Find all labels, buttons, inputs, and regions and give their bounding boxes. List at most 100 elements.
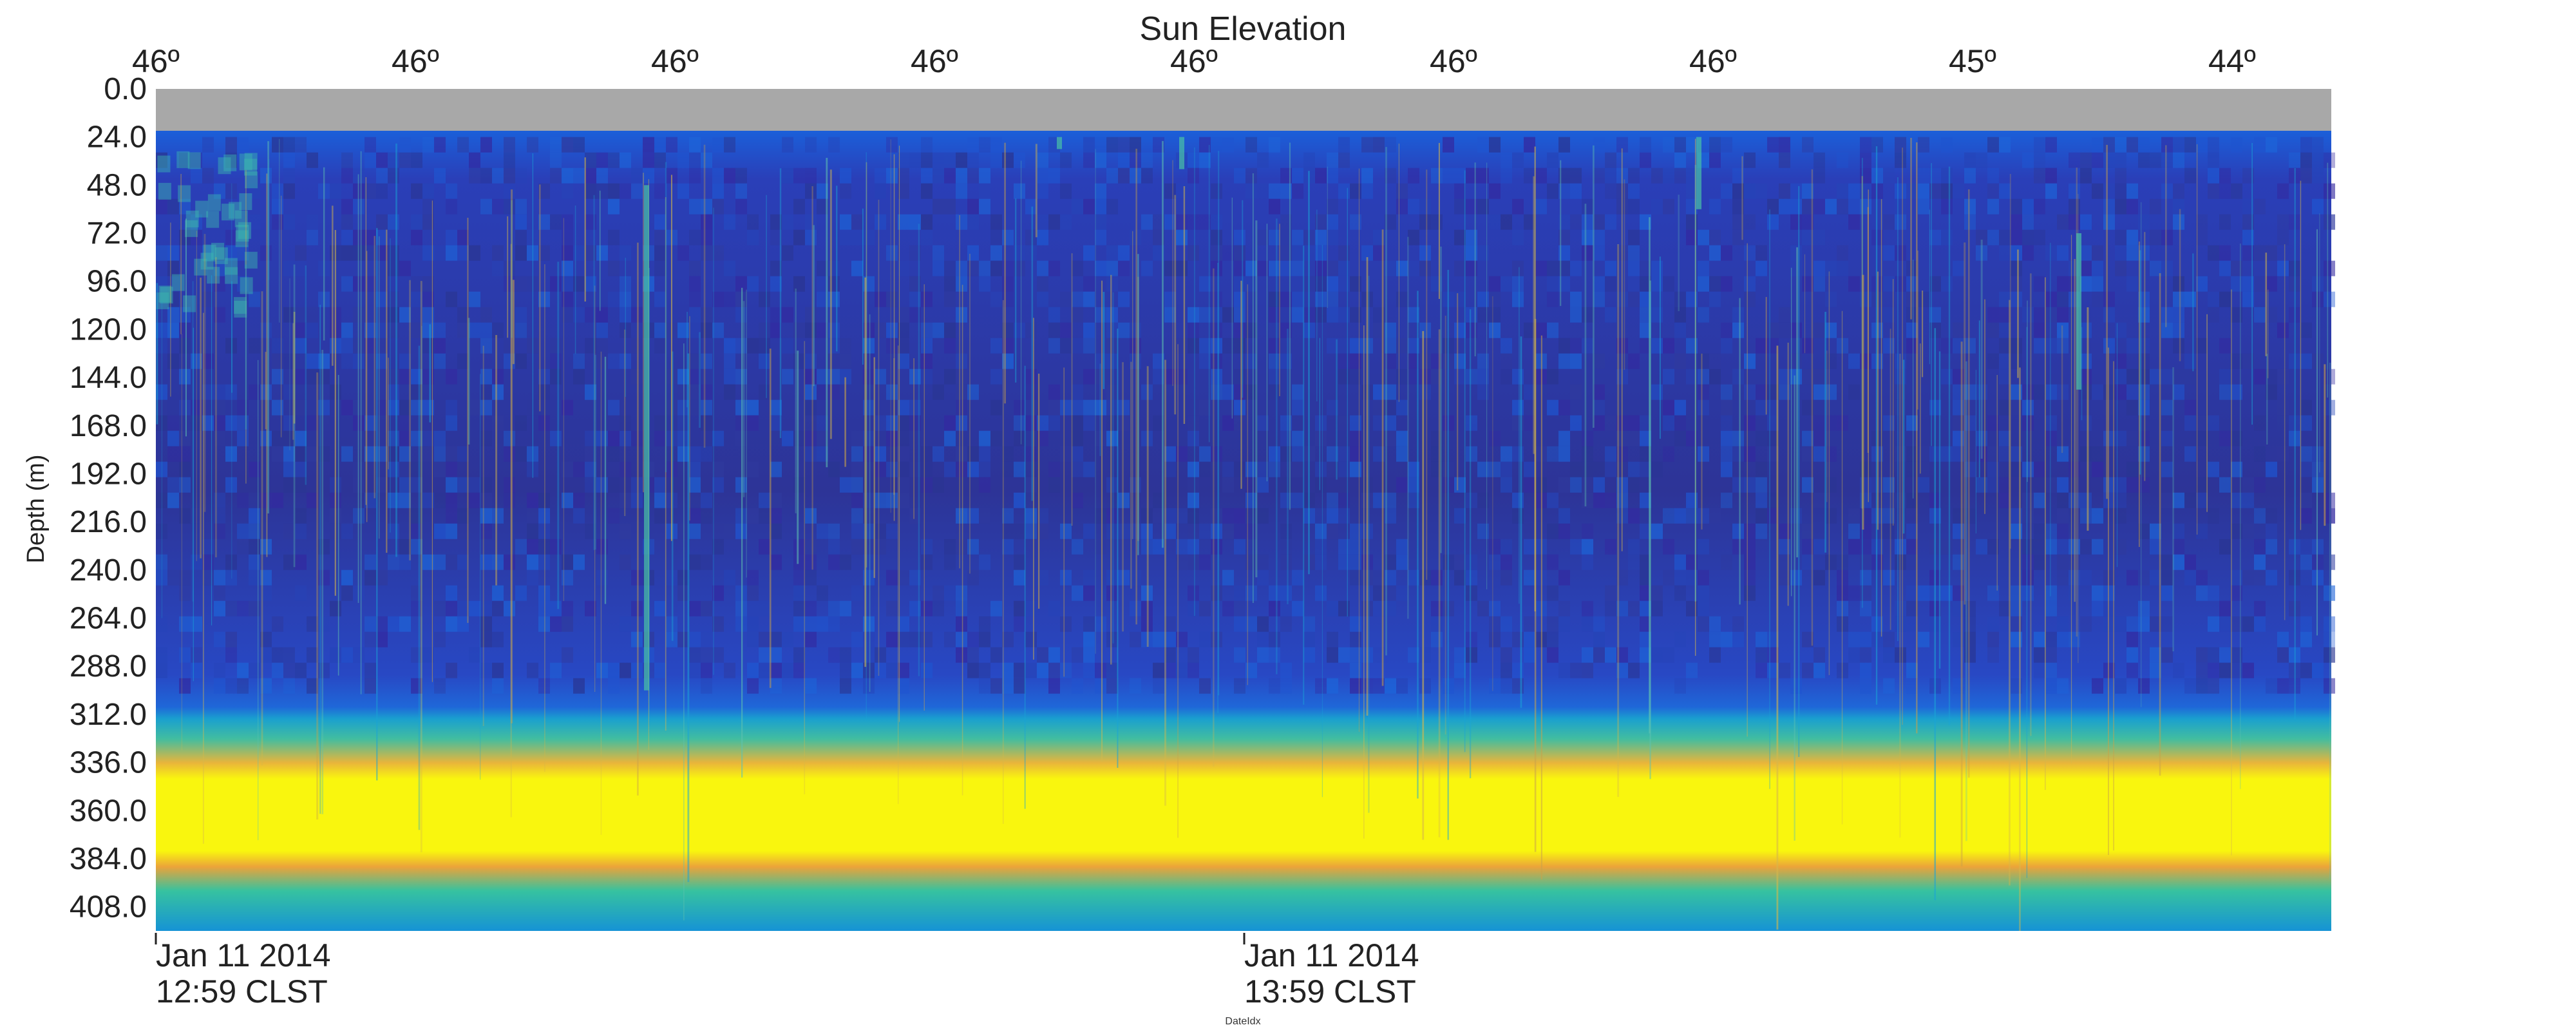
heatmap-cell [1953, 322, 1964, 338]
heatmap-cell [620, 353, 631, 369]
heatmap-cell [1663, 539, 1674, 555]
heatmap-cell [1987, 585, 1999, 601]
heatmap-cell [1628, 539, 1640, 555]
heatmap-cell [2045, 307, 2057, 323]
heatmap-cell [1987, 415, 1999, 431]
heatmap-cell [2115, 369, 2126, 385]
heatmap-cell [538, 384, 550, 400]
heatmap-cell [2300, 152, 2312, 168]
heatmap-cell [1535, 198, 1547, 215]
heatmap-cell [550, 616, 562, 632]
heatmap-cell [295, 662, 307, 678]
heatmap-cell [1987, 198, 1999, 215]
heatmap-cell [840, 678, 851, 694]
heatmap-cell [1048, 477, 1060, 493]
heatmap-cell [840, 554, 851, 570]
heatmap-cell [724, 570, 735, 586]
heatmap-cell [793, 276, 805, 292]
heatmap-cell [2115, 183, 2126, 199]
heatmap-cell [2092, 446, 2103, 462]
heatmap-cell [2115, 616, 2126, 632]
heatmap-cell [434, 353, 446, 369]
heatmap-cell [1466, 322, 1477, 338]
heatmap-cell [1512, 276, 1524, 292]
heatmap-cell [1616, 570, 1628, 586]
heatmap-cell [944, 554, 956, 570]
heatmap-cell [1999, 229, 2011, 245]
heatmap-cell [1941, 137, 1953, 153]
heatmap-cell [2173, 554, 2184, 570]
heatmap-cell [1941, 198, 1953, 215]
heatmap-cell [1466, 647, 1477, 663]
heatmap-cell [1269, 585, 1280, 601]
heatmap-cell [480, 399, 492, 416]
heatmap-cell [2092, 461, 2103, 477]
heatmap-cell [1906, 539, 1918, 555]
heatmap-cell [1999, 245, 2011, 261]
heatmap-cell [2208, 647, 2219, 663]
heatmap-cell [735, 168, 747, 184]
heatmap-cell [1106, 631, 1118, 647]
heatmap-cell [1628, 430, 1640, 446]
heatmap-cell [2196, 338, 2208, 354]
heatmap-cell [1558, 399, 1570, 416]
heatmap-cell [388, 260, 399, 276]
heatmap-cell [2011, 616, 2022, 632]
heatmap-cell [2045, 662, 2057, 678]
heatmap-cell [1640, 415, 1651, 431]
heatmap-cell [1744, 214, 1756, 230]
heatmap-cell [457, 245, 469, 261]
heatmap-cell [689, 260, 701, 276]
heatmap-cell [817, 585, 828, 601]
heatmap-cell [167, 492, 179, 508]
heatmap-cell [1489, 214, 1501, 230]
heatmap-cell [712, 322, 724, 338]
heatmap-cell [225, 245, 237, 261]
heatmap-cell [1327, 338, 1338, 354]
heatmap-cell [2196, 492, 2208, 508]
heatmap-cell [283, 477, 295, 493]
heatmap-cell [1199, 353, 1211, 369]
heatmap-cell [689, 291, 701, 307]
heatmap-cell [1454, 260, 1466, 276]
heatmap-cell [1501, 369, 1512, 385]
heatmap-cell [573, 168, 585, 184]
heatmap-cell [307, 307, 318, 323]
heatmap-cell [1512, 446, 1524, 462]
heatmap-cell [2138, 353, 2150, 369]
heatmap-cell [1257, 508, 1269, 524]
heatmap-cell [1130, 600, 1141, 617]
heatmap-cell [156, 662, 167, 678]
heatmap-cell [793, 477, 805, 493]
heatmap-cell [260, 322, 272, 338]
heatmap-cell [2242, 214, 2254, 230]
heatmap-cell [2138, 600, 2150, 617]
heatmap-cell [1628, 260, 1640, 276]
heatmap-cell [1732, 229, 1744, 245]
heatmap-cell [2231, 585, 2242, 601]
heatmap-cell [457, 137, 469, 153]
heatmap-cell [2080, 214, 2092, 230]
heatmap-cell [724, 291, 735, 307]
heatmap-cell [1918, 477, 1929, 493]
heatmap-cell [202, 137, 214, 153]
heatmap-cell [666, 570, 677, 586]
heatmap-cell [2277, 415, 2289, 431]
heatmap-cell [272, 399, 283, 416]
heatmap-cell [956, 647, 967, 663]
heatmap-cell [411, 585, 422, 601]
heatmap-cell [2138, 446, 2150, 462]
heatmap-cell [237, 415, 249, 431]
heatmap-cell [817, 198, 828, 215]
heatmap-cell [956, 461, 967, 477]
heatmap-cell [1396, 554, 1408, 570]
heatmap-cell [1628, 245, 1640, 261]
heatmap-cell [747, 600, 759, 617]
heatmap-cell [480, 662, 492, 678]
heatmap-cell [1686, 600, 1698, 617]
heatmap-cell [2022, 399, 2034, 416]
heatmap-cell [1558, 214, 1570, 230]
heatmap-cell [1790, 260, 1802, 276]
heatmap-cell [1895, 245, 1906, 261]
heatmap-cell [237, 492, 249, 508]
